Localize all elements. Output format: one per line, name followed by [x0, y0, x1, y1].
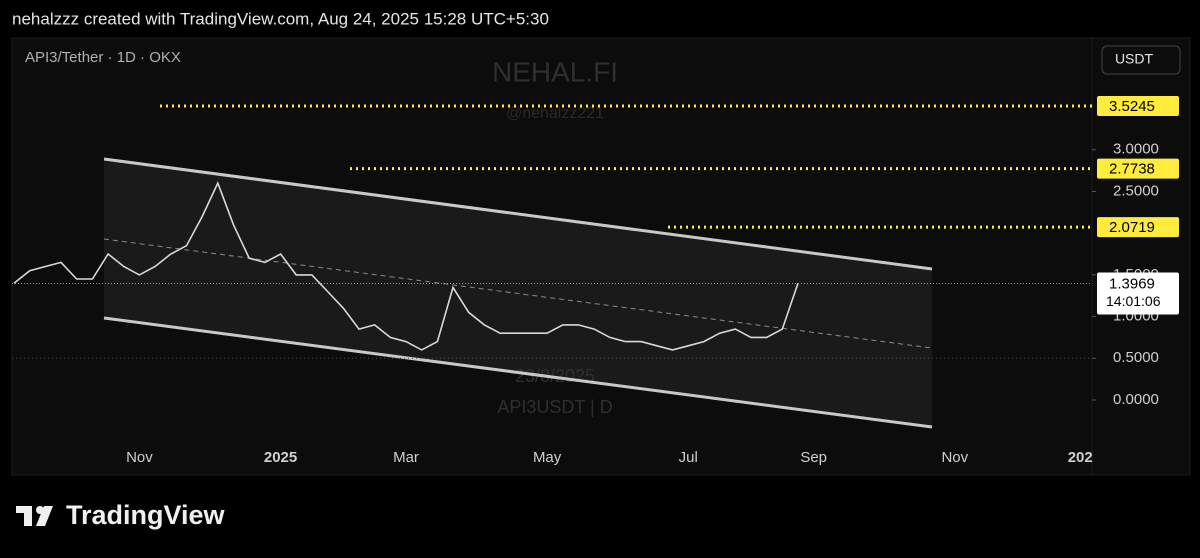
level-label: 2.0719 — [1109, 219, 1155, 236]
last-price-badge — [1097, 272, 1179, 315]
x-tick-label: Jul — [679, 449, 698, 466]
x-tick-label: Nov — [126, 449, 153, 466]
level-label: 3.5245 — [1109, 98, 1155, 115]
symbol-label: API3/Tether · 1D · OKX — [25, 49, 181, 66]
channel-upper — [103, 157, 933, 271]
watermark: API3USDT | D — [497, 397, 612, 417]
price-line — [13, 181, 799, 351]
plot: 0.00000.50001.00001.50002.50003.00003.52… — [12, 96, 1179, 466]
x-tick-label: 202 — [1068, 449, 1093, 466]
caption: nehalzzz created with TradingView.com, A… — [12, 9, 549, 28]
countdown-label: 14:01:06 — [1106, 293, 1161, 309]
y-tick-label: 2.5000 — [1113, 182, 1159, 199]
y-tick-label: 0.0000 — [1113, 391, 1159, 408]
channel-mid — [103, 238, 933, 349]
y-tick-label: 0.5000 — [1113, 349, 1159, 366]
logo-mark — [16, 506, 53, 526]
last-price-label: 1.3969 — [1109, 275, 1155, 292]
watermark: 23/8/2025 — [515, 366, 595, 386]
level-badge — [1097, 217, 1179, 238]
level-badge — [1097, 96, 1179, 117]
x-tick-label: 2025 — [264, 449, 297, 466]
x-tick-label: May — [533, 449, 562, 466]
currency-button[interactable] — [1101, 45, 1181, 75]
watermark: @nehalzz221 — [506, 105, 604, 122]
level-label: 2.7738 — [1109, 161, 1155, 178]
footer-brand: TradingView — [66, 500, 226, 530]
watermark: NEHAL.FI — [492, 56, 618, 87]
level-badge — [1097, 158, 1179, 179]
x-tick-label: Nov — [941, 449, 968, 466]
currency-label[interactable]: USDT — [1115, 51, 1154, 67]
footer-logo — [16, 506, 53, 526]
y-tick-label: 3.0000 — [1113, 141, 1159, 158]
logo-dot — [36, 506, 44, 514]
x-tick-label: Sep — [800, 449, 827, 466]
channel-lower — [103, 316, 933, 429]
x-tick-label: Mar — [393, 449, 419, 466]
